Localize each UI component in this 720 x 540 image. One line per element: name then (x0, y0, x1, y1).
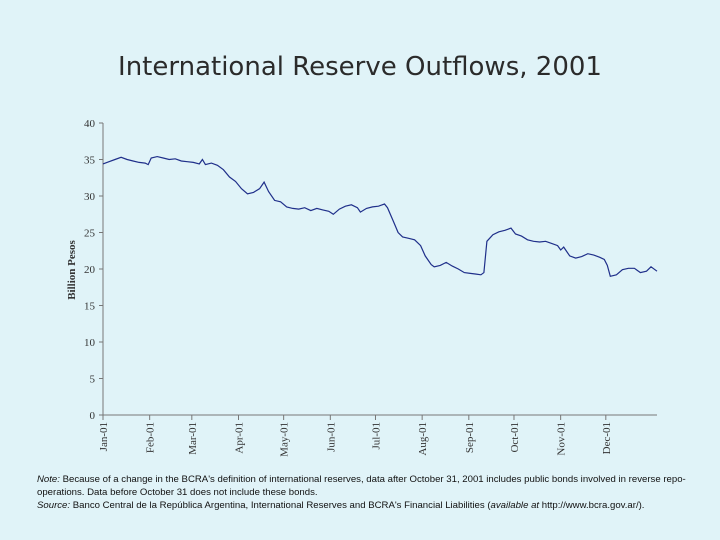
source-italic-text: available at (490, 500, 540, 511)
source-text-2: http://www.bcra.gov.ar/). (539, 500, 645, 511)
y-axis-ticks: 0 5 10 15 20 25 30 35 40 (84, 118, 103, 422)
chart-axes (102, 123, 657, 416)
x-tick-label: Apr-01 (233, 422, 245, 454)
y-tick-label: 35 (84, 155, 96, 167)
source-text-1: Banco Central de la República Argentina,… (70, 500, 491, 511)
x-tick-label: Jun-01 (325, 422, 337, 452)
x-tick-label: Dec-01 (601, 422, 613, 454)
y-tick-label: 5 (90, 374, 96, 386)
x-tick-label: Nov-01 (556, 422, 568, 456)
note-label: Note: (37, 474, 60, 485)
y-tick-label: 40 (84, 118, 96, 130)
x-tick-label: May-01 (279, 422, 291, 457)
x-tick-label: Aug-01 (417, 422, 429, 456)
y-tick-label: 20 (84, 264, 96, 276)
reserves-line-chart: 0 5 10 15 20 25 30 35 40 Jan-01 Feb-01 Mar-01 Apr-0… (66, 118, 658, 457)
series-line-reserves (102, 155, 658, 278)
x-tick-label: Feb-01 (145, 422, 157, 453)
note-paragraph: Note: Because of a change in the BCRA's … (37, 473, 697, 499)
source-label: Source: (37, 500, 71, 511)
y-tick-label: 15 (84, 301, 96, 313)
chart-title: International Reserve Outflows, 2001 (118, 52, 602, 82)
y-axis-label: Billion Pesos (66, 239, 78, 299)
y-tick-label: 10 (84, 337, 96, 349)
source-paragraph: Source: Banco Central de la República Ar… (37, 499, 697, 512)
chart-notes: Note: Because of a change in the BCRA's … (37, 473, 697, 512)
x-tick-label: Oct-01 (509, 422, 521, 453)
note-text: Because of a change in the BCRA's defini… (37, 474, 686, 498)
x-tick-label: Jan-01 (98, 422, 110, 451)
y-tick-label: 0 (90, 410, 96, 422)
y-tick-label: 25 (84, 228, 96, 240)
x-axis-ticks: Jan-01 Feb-01 Mar-01 Apr-01 May-01 Jun-01 Jul-… (98, 415, 613, 457)
x-tick-label: Jul-01 (370, 422, 382, 450)
x-tick-label: Mar-01 (187, 422, 199, 455)
x-tick-label: Sep-01 (464, 422, 476, 453)
y-tick-label: 30 (84, 191, 96, 203)
